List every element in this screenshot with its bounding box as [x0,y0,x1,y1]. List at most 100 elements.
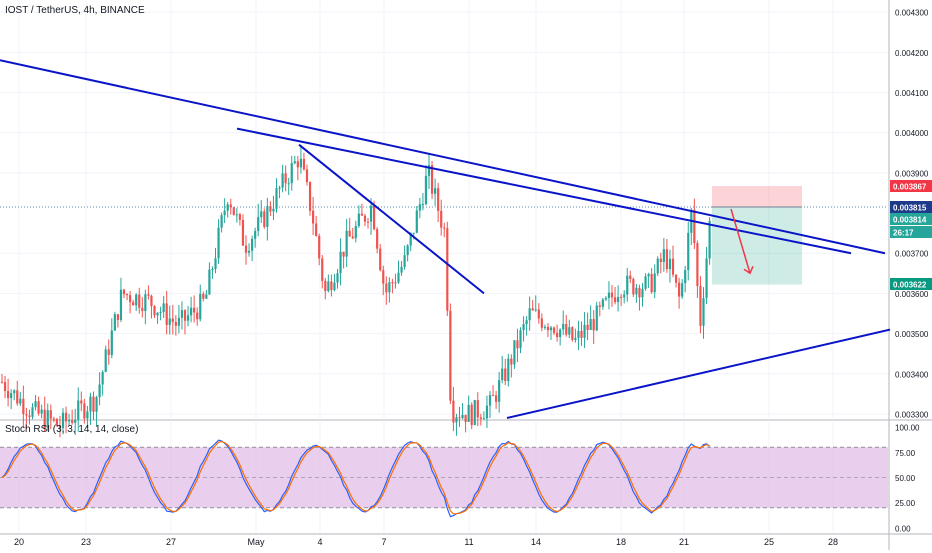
oscillator-tick-label: 50.00 [895,474,916,483]
candle-body [132,302,135,306]
candle-body [671,258,675,275]
candle-body [388,282,391,293]
candle-body [83,403,86,419]
candle-body [129,295,132,303]
candle-body [598,305,601,307]
candle-body [610,292,614,298]
candle-body [312,210,315,224]
candle-body [223,210,226,216]
candle-body [150,295,153,307]
candle-body [235,214,238,216]
candle-body [77,400,80,420]
candle-body [366,221,370,223]
candle-body [321,258,324,282]
candle-body [693,209,696,244]
candle-body [153,306,156,316]
candle-body [650,273,653,293]
candle-body [473,400,476,425]
candle-body [43,409,46,428]
candle-body [641,288,644,298]
candle-body [601,299,604,307]
candle-body [452,400,455,423]
candle-body [504,368,507,382]
candle-body [61,412,65,429]
indicator-title: Stoch RSI (3, 3, 14, 14, close) [5,424,139,435]
candle-body [662,249,665,262]
candle-body [373,205,376,230]
candle-body [13,390,16,394]
candle-body [421,204,424,206]
trendline [506,328,891,419]
candle-body [461,414,464,419]
candle-body [571,327,574,340]
candle-body [409,233,412,246]
candle-body [577,330,580,338]
candle-body [376,229,379,249]
candle-body [592,319,595,331]
candle-body [34,401,37,408]
candle-body [113,314,116,331]
candle-body [19,398,22,404]
candle-body [519,330,522,349]
x-tick-label: 14 [531,537,541,547]
x-tick-label: May [247,537,265,547]
candle-body [244,245,248,253]
candle-body [546,326,550,331]
candle-body [580,330,583,338]
candle-body [522,324,525,331]
candle-body [281,173,284,188]
candle-body [681,283,684,297]
x-tick-label: 11 [464,537,473,547]
candle-body [269,206,272,212]
target-zone [712,206,802,285]
candle-body [659,258,662,262]
candle-body [458,417,461,419]
candle-body [479,417,482,419]
candle-body [107,349,110,355]
candle-body [513,340,516,365]
candle-body [379,248,382,271]
candle-body [687,232,690,271]
candle-body [705,258,708,299]
candle-body [193,307,196,313]
candle-body [68,420,71,422]
oscillator-tick-label: 75.00 [895,449,916,458]
candle-body [180,310,184,318]
candle-body [449,310,452,401]
candle-body [71,420,74,423]
price-tag [890,278,932,290]
candle-body [464,414,467,422]
candle-body [238,214,241,220]
candle-body [656,258,659,274]
candle-body [266,206,269,227]
candle-body [165,303,168,325]
candle-body [351,236,354,239]
candle-body [162,303,165,313]
x-tick-label: 18 [616,537,626,547]
price-tag-label: 0.003814 [893,216,927,225]
x-tick-label: 23 [81,537,91,547]
candle-body [186,315,190,321]
candle-body [31,407,34,417]
price-tag [890,213,932,225]
candle-body [507,358,510,382]
candle-body [629,275,632,280]
candle-body [247,250,251,253]
candle-body [324,281,327,292]
candle-body [168,318,171,325]
price-tag [890,201,932,213]
candle-body [644,276,647,289]
candle-body [684,270,687,284]
y-tick-label: 0.004100 [895,89,929,98]
candle-body [668,258,672,270]
candle-body [89,396,92,412]
x-tick-label: 20 [14,537,24,547]
candle-body [92,396,95,412]
candle-body [40,409,43,414]
candle-body [104,349,107,372]
candle-body [342,251,345,257]
candle-body [315,223,318,236]
candle-body [516,340,519,349]
candle-body [595,305,598,331]
